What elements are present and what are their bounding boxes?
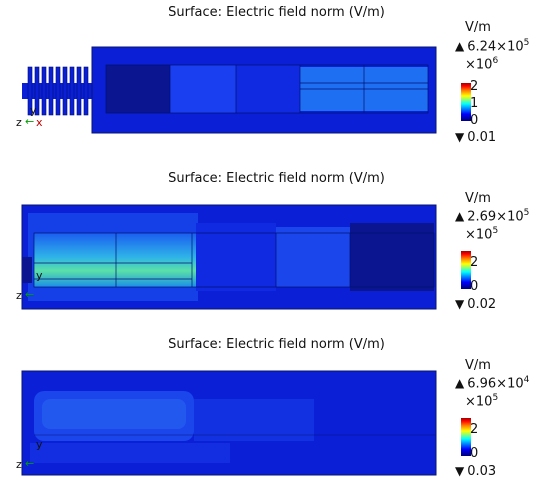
- color-legend: V/m ▲ 6.24×105 ×106 2 1 0 ▼ 0.01: [455, 20, 553, 150]
- field-plot: [21, 370, 437, 476]
- colorbar: [461, 83, 471, 121]
- color-legend: V/m ▲ 6.96×104 ×105 2 0 ▼ 0.03: [455, 358, 553, 488]
- axis-x-label: x: [36, 116, 43, 129]
- legend-tick: 0: [470, 113, 479, 128]
- min-triangle-icon: ▼: [455, 130, 465, 144]
- plot-title: Surface: Electric field norm (V/m): [168, 5, 385, 20]
- field-plot: [22, 46, 437, 134]
- legend-tick: 2: [470, 255, 479, 270]
- axis-triad: y z ← x: [16, 104, 43, 129]
- legend-min: ▼ 0.02: [455, 297, 497, 312]
- legend-tick: 0: [470, 279, 479, 294]
- legend-max: ▲ 2.69×105: [455, 208, 530, 225]
- min-triangle-icon: ▼: [455, 464, 465, 478]
- legend-tick: 2: [470, 79, 479, 94]
- max-triangle-icon: ▲: [455, 376, 465, 391]
- axis-triad: y z ←: [16, 269, 43, 302]
- axis-z-label: z: [16, 116, 22, 129]
- axis-y-label: y: [30, 104, 37, 117]
- legend-max: ▲ 6.96×104: [455, 375, 530, 392]
- axis-triad: y z ←: [16, 438, 43, 471]
- plot-title: Surface: Electric field norm (V/m): [168, 337, 385, 352]
- max-triangle-icon: ▲: [455, 209, 465, 224]
- legend-min: ▼ 0.03: [455, 464, 497, 479]
- axis-z-label: z: [16, 289, 22, 302]
- plot-title: Surface: Electric field norm (V/m): [168, 171, 385, 186]
- axis-y-label: y: [36, 438, 43, 451]
- legend-max: ▲ 6.24×105: [455, 38, 530, 55]
- legend-unit: V/m: [465, 191, 491, 206]
- legend-min: ▼ 0.01: [455, 130, 497, 145]
- legend-multiplier: ×105: [465, 393, 499, 410]
- min-triangle-icon: ▼: [455, 297, 465, 311]
- legend-multiplier: ×106: [465, 56, 499, 73]
- colorbar: [461, 251, 471, 289]
- field-plot: [21, 204, 437, 310]
- legend-tick: 0: [470, 446, 479, 461]
- legend-unit: V/m: [465, 358, 491, 373]
- legend-unit: V/m: [465, 20, 491, 35]
- max-triangle-icon: ▲: [455, 39, 465, 54]
- color-legend: V/m ▲ 2.69×105 ×105 2 0 ▼ 0.02: [455, 191, 553, 321]
- legend-tick: 2: [470, 422, 479, 437]
- axis-y-label: y: [36, 269, 43, 282]
- legend-tick: 1: [470, 96, 479, 111]
- legend-multiplier: ×105: [465, 226, 499, 243]
- colorbar: [461, 418, 471, 456]
- axis-z-label: z: [16, 458, 22, 471]
